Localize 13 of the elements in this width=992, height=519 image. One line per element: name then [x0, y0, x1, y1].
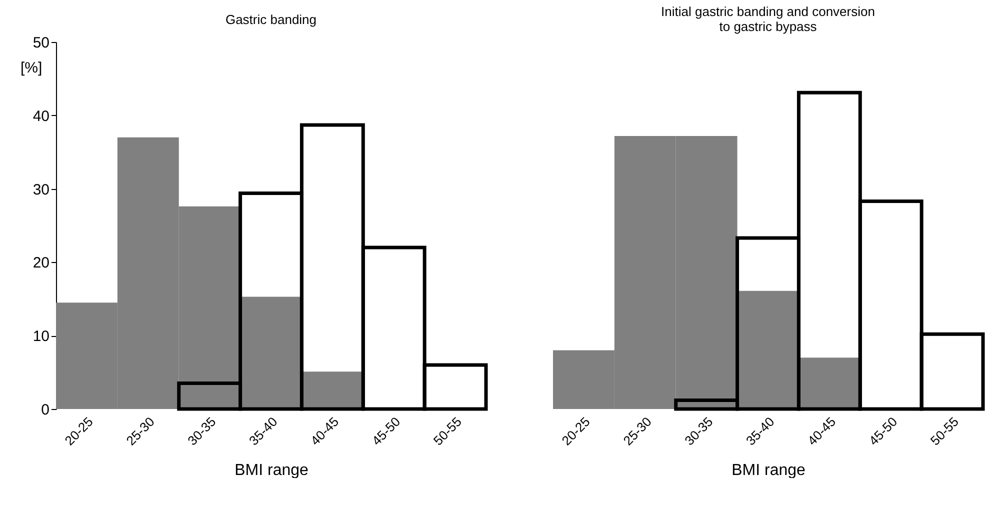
y-axis-title: [%]	[20, 60, 42, 76]
y-tick-label: 10	[32, 328, 50, 346]
chart-title: Gastric banding	[225, 12, 317, 27]
bar	[798, 358, 860, 409]
y-tick-label: 40	[32, 108, 50, 125]
bar	[737, 290, 799, 409]
y-tick-label: 0	[41, 402, 50, 418]
chart-title: Initial gastric banding and conversion to gastric bypass	[661, 4, 875, 34]
bar	[302, 372, 364, 409]
y-tick-label: 20	[32, 254, 50, 272]
bar	[240, 296, 302, 409]
y-tick-label: 50	[32, 34, 50, 52]
y-tick-label: 30	[32, 181, 50, 198]
